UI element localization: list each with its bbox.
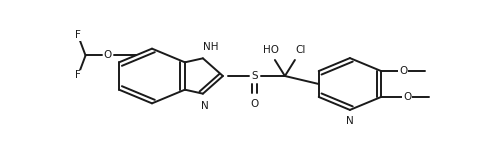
Text: HO: HO [263,45,279,55]
Text: O: O [399,66,407,76]
Text: F: F [74,31,80,40]
Text: F: F [74,71,80,80]
Text: Cl: Cl [296,45,306,55]
Text: O: O [104,50,112,60]
Text: O: O [251,99,259,109]
Text: NH: NH [203,42,219,52]
Text: N: N [201,101,209,111]
Text: O: O [403,92,411,102]
Text: S: S [251,71,258,81]
Text: N: N [346,116,354,126]
